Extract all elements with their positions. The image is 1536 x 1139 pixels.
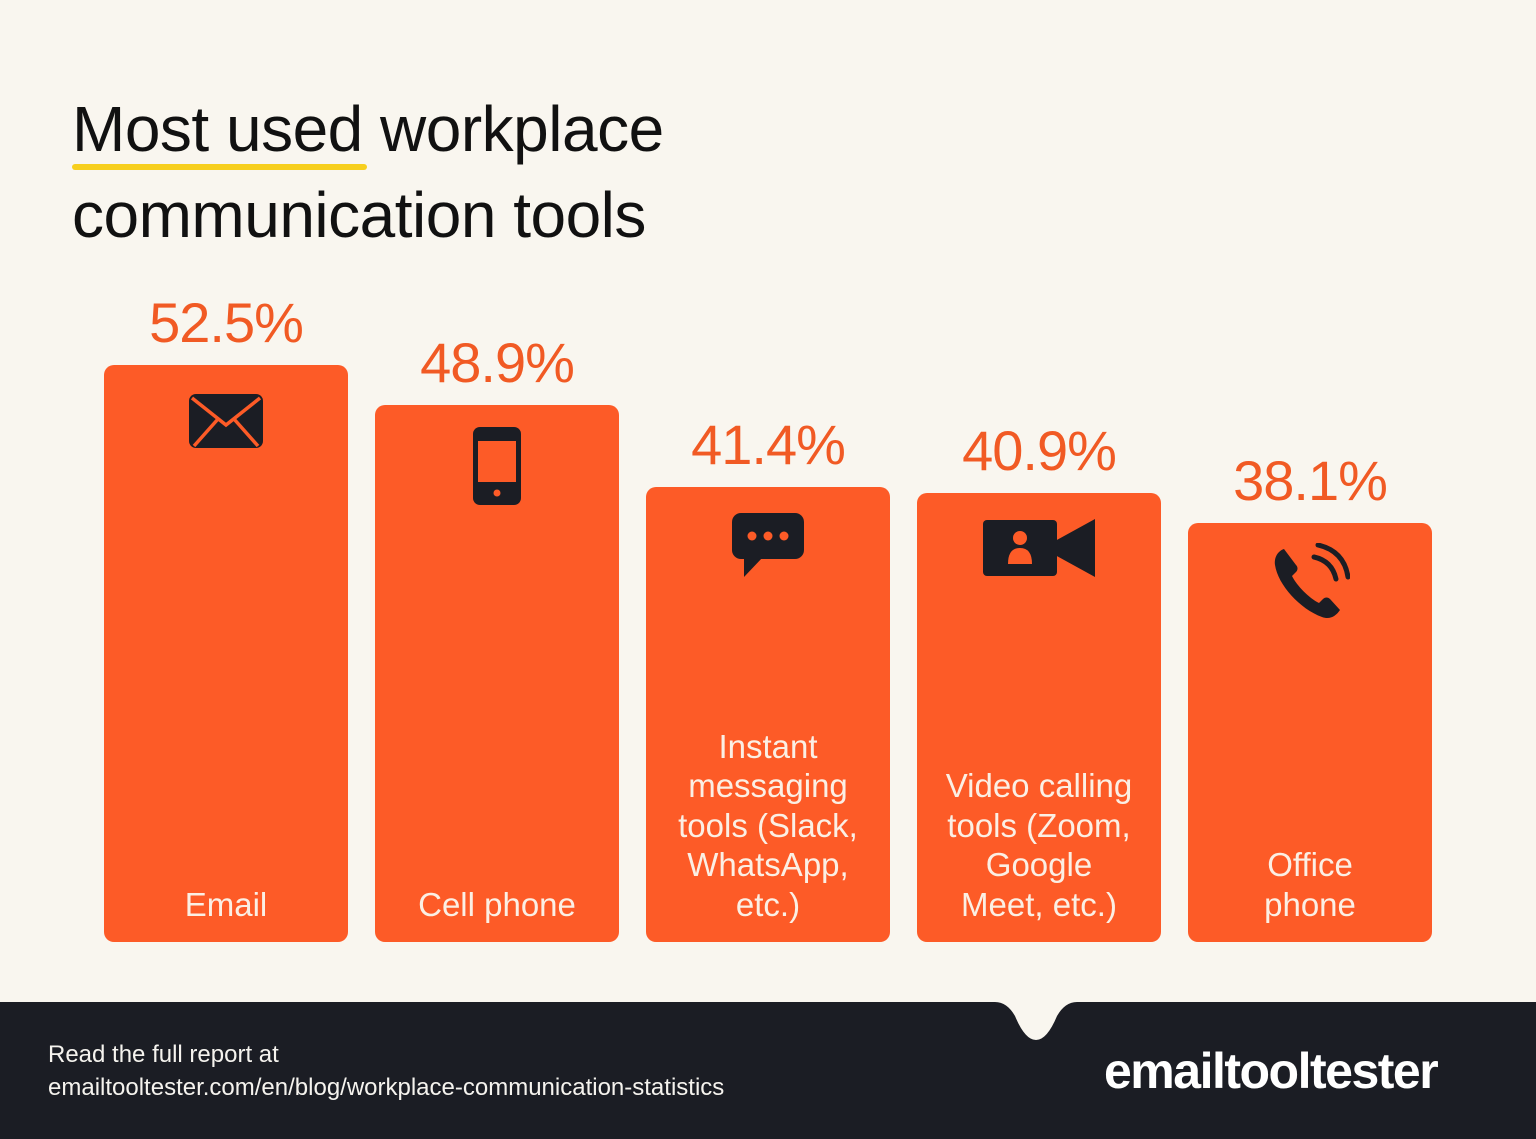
bar-label: Instant messaging tools (Slack, WhatsApp… — [678, 727, 858, 923]
video-camera-icon — [983, 519, 1095, 577]
footer-source: Read the full report at emailtooltester.… — [48, 1038, 724, 1104]
footer-notch-decoration — [977, 1000, 1095, 1040]
bar-label: Cell phone — [418, 885, 576, 923]
bar-column-cell-phone: 48.9% Cell phone — [375, 330, 619, 942]
bar-value: 52.5% — [149, 291, 304, 354]
chart-title: Most used workplace communication tools — [72, 86, 664, 258]
title-line-2: communication tools — [72, 179, 646, 251]
footer — [0, 1002, 1536, 1139]
brand-logo: emailtooltester — [1104, 1043, 1439, 1099]
bar-label: Email — [184, 885, 268, 923]
bar: Office phone — [1188, 523, 1432, 942]
bar: Instant messaging tools (Slack, WhatsApp… — [646, 487, 890, 942]
bar-label: Video calling tools (Zoom, Google Meet, … — [945, 767, 1133, 923]
bar-column-video-calling: 40.9% Video calling tools (Zoom, Google … — [917, 418, 1161, 942]
bar-value: 40.9% — [962, 419, 1117, 482]
footer-source-url[interactable]: emailtooltester.com/en/blog/workplace-co… — [48, 1074, 725, 1101]
bar: Video calling tools (Zoom, Google Meet, … — [917, 493, 1161, 942]
bar-column-email: 52.5% Email — [104, 290, 348, 942]
phone-ringing-icon — [1274, 543, 1350, 619]
title-highlight: Most used — [72, 86, 367, 172]
chat-bubble-icon — [732, 513, 804, 577]
smartphone-icon — [473, 427, 521, 505]
bar-column-office-phone: 38.1% Office phone — [1188, 448, 1432, 942]
bar-value: 38.1% — [1233, 449, 1388, 512]
title-line-1-rest: workplace — [362, 93, 664, 165]
footer-source-intro: Read the full report at — [48, 1041, 279, 1068]
bar-value: 41.4% — [691, 413, 846, 476]
title-line-1: Most used workplace — [72, 86, 664, 172]
bar-label: Office phone — [1264, 846, 1356, 923]
envelope-icon — [189, 394, 263, 448]
bar-column-instant-messaging: 41.4% Instant messaging tools (Slack, Wh… — [646, 412, 890, 942]
bar: Cell phone — [375, 405, 619, 942]
bar-value: 48.9% — [420, 331, 575, 394]
bar: Email — [104, 365, 348, 942]
